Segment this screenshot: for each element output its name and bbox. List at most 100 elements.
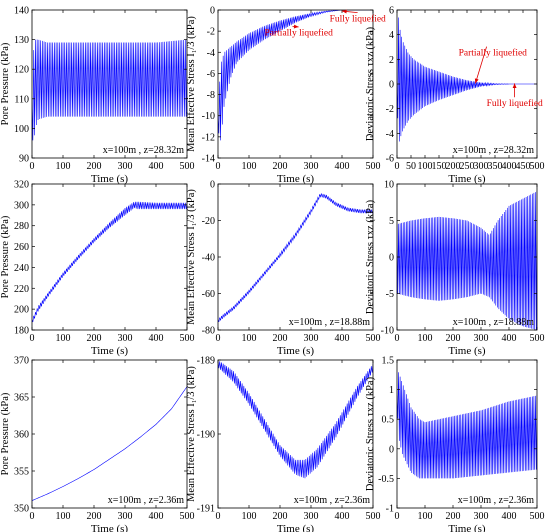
x-tick-label: 300 <box>304 161 319 172</box>
y-tick-label: 360 <box>14 430 29 441</box>
x-axis-label: Time (s) <box>91 173 129 185</box>
axes-frame <box>31 359 188 509</box>
y-tick-label: 5 <box>389 216 394 227</box>
x-axis-label: Time (s) <box>448 345 486 357</box>
x-tick-label: 200 <box>87 511 102 522</box>
location-annotation: x=100m , z=28.32m <box>453 145 534 156</box>
location-annotation: x=100m , z=2.36m <box>294 495 370 506</box>
series-line <box>397 191 537 330</box>
y-tick-label: -12 <box>202 132 215 143</box>
subplot-4: 0 100 200 300 400 500 180 200 220 240 260 280 300 320… <box>0 180 195 358</box>
x-tick-label: 0 <box>30 333 35 344</box>
series-line <box>32 201 187 323</box>
y-tick-label: 320 <box>14 180 29 191</box>
y-tick-label: -2 <box>386 104 394 115</box>
y-tick-label: 350 <box>14 504 29 515</box>
x-tick-label: 0 <box>395 333 400 344</box>
y-tick-label: -40 <box>202 253 215 264</box>
y-tick-label: -60 <box>202 289 215 300</box>
axes-frame <box>396 359 538 509</box>
liquefaction-annotation: Fully liquefied <box>330 14 386 25</box>
y-tick-label: 2 <box>389 55 394 66</box>
x-tick-label: 400 <box>502 161 517 172</box>
x-tick-label: 0 <box>216 161 221 172</box>
y-tick-label: -14 <box>202 154 215 165</box>
y-axis-label: Mean Effective Stress I₁/3 (kPa) <box>186 366 197 502</box>
y-axis-label: Pore Pressure (kPa) <box>0 392 11 475</box>
x-tick-label: 500 <box>366 511 381 522</box>
y-tick-label: 180 <box>14 326 29 337</box>
x-axis-label: Time (s) <box>448 173 486 185</box>
x-tick-label: 100 <box>418 333 433 344</box>
y-axis-label: Deviatoric Stress τxz (kPa) <box>365 26 376 141</box>
y-tick-label: 260 <box>14 242 29 253</box>
x-tick-label: 100 <box>418 511 433 522</box>
series-line <box>32 39 187 141</box>
x-tick-label: 500 <box>530 333 545 344</box>
y-tick-label: 300 <box>14 200 29 211</box>
y-tick-label: 110 <box>14 94 29 105</box>
x-tick-label: 400 <box>149 161 164 172</box>
y-tick-label: 280 <box>14 221 29 232</box>
y-tick-label: 0 <box>389 80 394 91</box>
series-line <box>397 17 537 142</box>
location-annotation: x=100m , z=2.36m <box>458 495 534 506</box>
y-tick-label: 120 <box>14 65 29 76</box>
y-axis-label: Pore Pressure (kPa) <box>0 42 11 125</box>
x-axis-label: Time (s) <box>448 523 486 532</box>
subplot-3: 0 50 100 150 200 250 300 350 400 450 500-6-4-20246… <box>365 6 545 186</box>
y-tick-label: -2 <box>207 27 215 38</box>
x-tick-label: 200 <box>446 511 461 522</box>
y-tick-label: -0.5 <box>378 474 394 485</box>
x-tick-label: 400 <box>502 511 517 522</box>
y-tick-label: -80 <box>202 326 215 337</box>
subplot-7: 0 100 200 300 400 500 350 355 360 365 370 Time (s) P… <box>0 356 195 532</box>
x-tick-label: 500 <box>180 161 195 172</box>
y-tick-label: 6 <box>389 6 394 17</box>
axes-frame <box>31 183 188 331</box>
y-tick-label: -189 <box>197 356 215 367</box>
annotation-arrowhead <box>512 83 517 88</box>
x-tick-label: 200 <box>446 333 461 344</box>
y-tick-label: 370 <box>14 356 29 367</box>
x-tick-label: 400 <box>149 511 164 522</box>
x-tick-label: 100 <box>418 161 433 172</box>
y-tick-label: 200 <box>14 305 29 316</box>
x-tick-label: 100 <box>242 511 257 522</box>
y-axis-label: Deviatoric Stress τxz (kPa) <box>365 376 376 491</box>
x-tick-label: 200 <box>273 511 288 522</box>
subplot-8: 0 100 200 300 400 500 -191 -190 -189 Time (s) Mean… <box>186 356 381 532</box>
x-tick-label: 300 <box>304 333 319 344</box>
subplot-1: 0 100 200 300 400 500 90 100 110 120 130 140 Time (s… <box>0 6 195 186</box>
x-tick-label: 300 <box>118 333 133 344</box>
y-tick-label: -191 <box>197 504 215 515</box>
liquefaction-annotation: Partially liquefied <box>265 27 334 38</box>
x-tick-label: 100 <box>56 161 71 172</box>
x-axis-label: Time (s) <box>91 345 129 357</box>
x-tick-label: 50 <box>406 161 416 172</box>
x-tick-label: 0 <box>30 161 35 172</box>
x-tick-label: 400 <box>502 333 517 344</box>
x-tick-label: 200 <box>273 161 288 172</box>
subplot-2: 0 100 200 300 400 500 -14 -12 -10 -8 -6 -4 -2 0 Time (… <box>186 6 386 186</box>
x-tick-label: 0 <box>216 333 221 344</box>
y-tick-label: -8 <box>207 90 215 101</box>
y-tick-label: 240 <box>14 263 29 274</box>
y-tick-label: 4 <box>389 30 394 41</box>
liquefaction-annotation: Fully liquefied <box>487 98 543 109</box>
y-axis-label: Mean Effective Stress I₁/3 (kPa) <box>186 16 197 152</box>
y-tick-label: -20 <box>202 216 215 227</box>
x-tick-label: 300 <box>118 161 133 172</box>
x-tick-label: 400 <box>335 333 350 344</box>
y-axis-label: Pore Pressure (kPa) <box>0 215 11 298</box>
x-tick-label: 0 <box>395 511 400 522</box>
x-tick-label: 250 <box>460 161 475 172</box>
location-annotation: x=100m , z=18.88m <box>289 317 370 328</box>
x-tick-label: 450 <box>516 161 531 172</box>
y-tick-label: 0.5 <box>382 415 395 426</box>
y-tick-label: -5 <box>386 289 394 300</box>
y-tick-label: -6 <box>207 69 215 80</box>
y-tick-label: 1.5 <box>382 356 395 367</box>
series-line <box>397 372 537 479</box>
